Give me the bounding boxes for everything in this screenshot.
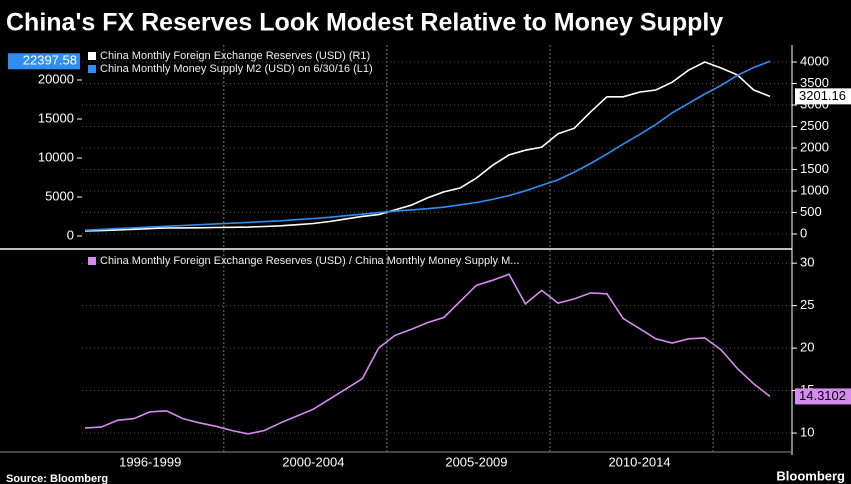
y-tick-label: 10000 xyxy=(38,149,74,164)
y2-tick-label: 4000 xyxy=(800,53,829,68)
y-tick-label: 20000 xyxy=(38,71,74,86)
legend-swatch xyxy=(88,52,96,60)
x-tick-label: 2000-2004 xyxy=(282,454,344,469)
legend-swatch xyxy=(88,257,96,265)
y-tick-label: 0 xyxy=(67,227,74,242)
y2-tick-label: 500 xyxy=(800,204,822,219)
last-value-box xyxy=(8,53,80,70)
series-line xyxy=(84,273,771,435)
last-value-box xyxy=(795,88,851,105)
y-tick-label: 30 xyxy=(800,255,814,270)
last-value-box xyxy=(795,388,851,405)
x-tick-label: 1996-1999 xyxy=(119,454,181,469)
y-tick-label: 20 xyxy=(800,340,814,355)
chart-title: China's FX Reserves Look Modest Relative… xyxy=(6,9,723,37)
legend-label: China Monthly Foreign Exchange Reserves … xyxy=(100,50,370,62)
legend-label: China Monthly Money Supply M2 (USD) on 6… xyxy=(100,63,373,75)
brand: Bloomberg xyxy=(776,468,845,483)
y2-tick-label: 2000 xyxy=(800,139,829,154)
x-tick-label: 2010-2014 xyxy=(608,454,670,469)
y-tick-label: 15000 xyxy=(38,110,74,125)
last-value-label: 22397.58 xyxy=(23,53,77,68)
y-tick-label: 25 xyxy=(800,297,814,312)
source-note: Source: Bloomberg xyxy=(6,473,108,484)
series-line xyxy=(84,61,771,232)
last-value-label: 3201.16 xyxy=(799,88,846,103)
y2-tick-label: 1000 xyxy=(800,182,829,197)
y-tick-label: 5000 xyxy=(45,188,74,203)
y-tick-label: 10 xyxy=(800,424,814,439)
last-value-label: 14.3102 xyxy=(799,388,846,403)
y2-tick-label: 1500 xyxy=(800,161,829,176)
legend-swatch xyxy=(88,65,96,73)
x-tick-label: 2005-2009 xyxy=(445,454,507,469)
series-line xyxy=(84,60,771,231)
y2-tick-label: 2500 xyxy=(800,118,829,133)
legend-label: China Monthly Foreign Exchange Reserves … xyxy=(100,255,519,267)
y2-tick-label: 3500 xyxy=(800,75,829,90)
y2-tick-label: 0 xyxy=(800,225,807,240)
